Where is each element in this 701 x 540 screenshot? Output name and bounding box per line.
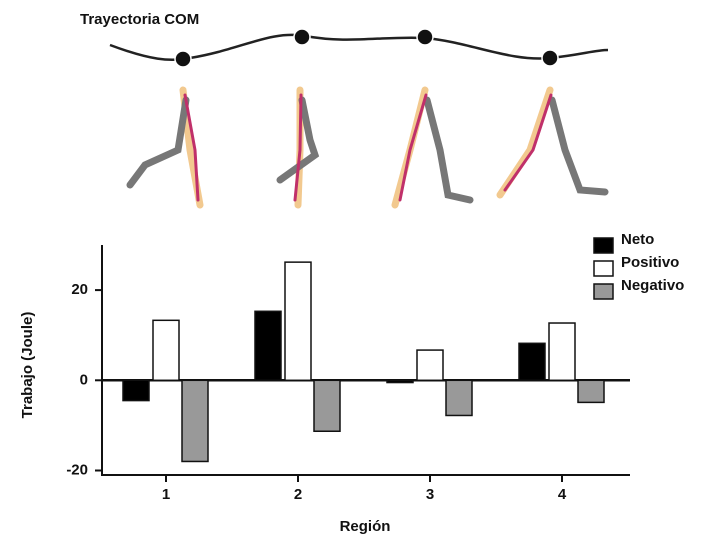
x-tick-label: 1	[162, 486, 170, 503]
y-tick-label: -20	[66, 461, 88, 478]
bar	[152, 319, 180, 382]
y-tick-label: 20	[71, 281, 88, 298]
legend-label: Negativo	[621, 277, 684, 294]
bar	[181, 379, 209, 463]
bar	[416, 349, 444, 382]
y-tick-label: 0	[80, 371, 88, 388]
bar	[386, 379, 414, 384]
x-axis-label: Región	[340, 518, 391, 535]
bar	[254, 310, 282, 382]
com-illustration	[109, 28, 609, 209]
bar	[548, 322, 576, 382]
legend-swatch	[593, 237, 614, 254]
x-tick-label: 4	[558, 486, 567, 503]
legend-label: Positivo	[621, 254, 679, 271]
legend-swatch	[593, 260, 614, 277]
x-tick-label: 2	[294, 486, 302, 503]
bar	[518, 342, 546, 382]
bar	[445, 379, 473, 417]
bar	[313, 379, 341, 433]
legend-label: Neto	[621, 231, 654, 248]
bar	[577, 379, 605, 404]
bar	[122, 379, 150, 402]
bar	[284, 261, 312, 382]
x-tick-label: 3	[426, 486, 434, 503]
legend-swatch	[593, 283, 614, 300]
y-axis-label: Trabajo (Joule)	[19, 312, 36, 419]
illustration-title: Trayectoria COM	[80, 11, 199, 28]
